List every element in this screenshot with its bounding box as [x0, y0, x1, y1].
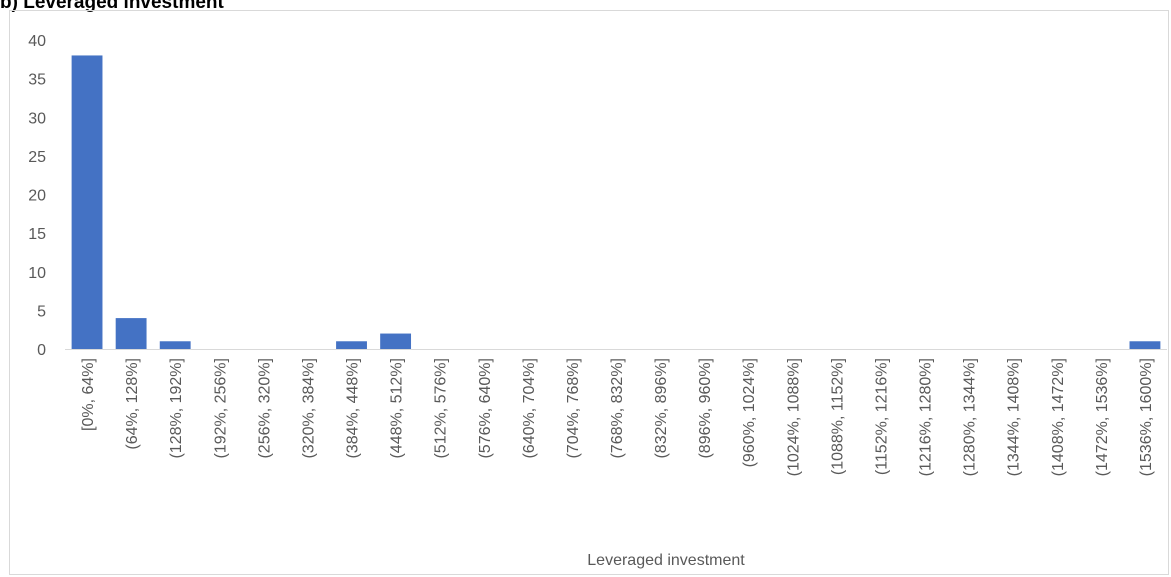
x-tick-label: (1280%, 1344%]: [962, 358, 979, 476]
y-tick-label: 30: [28, 110, 46, 127]
y-axis-tick-labels: 0 5 10 15 20 25 30 35 40: [28, 33, 46, 359]
x-tick-label: (1088%, 1152%]: [829, 358, 846, 475]
x-tick-label: (1536%, 1600%]: [1138, 358, 1155, 476]
x-tick-label: (1472%, 1536%]: [1094, 358, 1111, 476]
x-tick-label: (576%, 640%]: [477, 358, 494, 459]
y-tick-label: 25: [28, 149, 46, 166]
x-tick-label: (640%, 704%]: [521, 358, 538, 459]
y-tick-label: 5: [37, 303, 46, 320]
histogram-chart: 0 5 10 15 20 25 30 35 40 [0%, 64%] (64%, 128%] (12…: [28, 33, 1167, 569]
x-tick-label: (1024%, 1088%]: [785, 358, 802, 476]
x-tick-label: (896%, 960%]: [697, 358, 714, 459]
x-tick-label: [0%, 64%]: [80, 358, 97, 431]
x-tick-label: (192%, 256%]: [212, 358, 229, 459]
y-tick-label: 0: [37, 342, 46, 359]
bar: [115, 318, 147, 349]
x-tick-label: (448%, 512%]: [389, 358, 406, 459]
y-tick-label: 10: [28, 265, 46, 282]
x-tick-label: (1408%, 1472%]: [1050, 358, 1067, 476]
bar-series: [71, 55, 1161, 349]
x-tick-label: (1344%, 1408%]: [1006, 358, 1023, 476]
x-axis-tick-labels: [0%, 64%] (64%, 128%] (128%, 192%] (192%, 2…: [80, 358, 1155, 476]
y-tick-label: 40: [28, 33, 46, 50]
bar: [1129, 341, 1161, 349]
x-tick-label: (320%, 384%]: [300, 358, 317, 459]
y-tick-label: 35: [28, 72, 46, 89]
x-tick-label: (128%, 192%]: [168, 358, 185, 459]
x-tick-label: (960%, 1024%]: [741, 358, 758, 467]
x-tick-label: (704%, 768%]: [565, 358, 582, 459]
bar: [159, 341, 191, 349]
x-tick-label: (64%, 128%]: [124, 358, 141, 450]
y-tick-label: 20: [28, 188, 46, 205]
bar: [336, 341, 367, 349]
x-tick-label: (384%, 448%]: [345, 358, 362, 459]
x-tick-label: (832%, 896%]: [653, 358, 670, 459]
y-tick-label: 15: [28, 226, 46, 243]
bar: [380, 333, 412, 349]
x-tick-label: (256%, 320%]: [256, 358, 273, 459]
figure-heading: b) Leveraged investment: [0, 0, 224, 13]
x-tick-label: (1152%, 1216%]: [873, 358, 890, 475]
x-tick-label: (768%, 832%]: [609, 358, 626, 459]
x-axis-title: Leveraged investment: [587, 552, 745, 569]
x-tick-label: (512%, 576%]: [433, 358, 450, 459]
chart-area: 0 5 10 15 20 25 30 35 40 [0%, 64%] (64%, 128%] (12…: [9, 10, 1169, 575]
x-tick-label: (1216%, 1280%]: [918, 358, 935, 476]
bar: [71, 55, 103, 349]
